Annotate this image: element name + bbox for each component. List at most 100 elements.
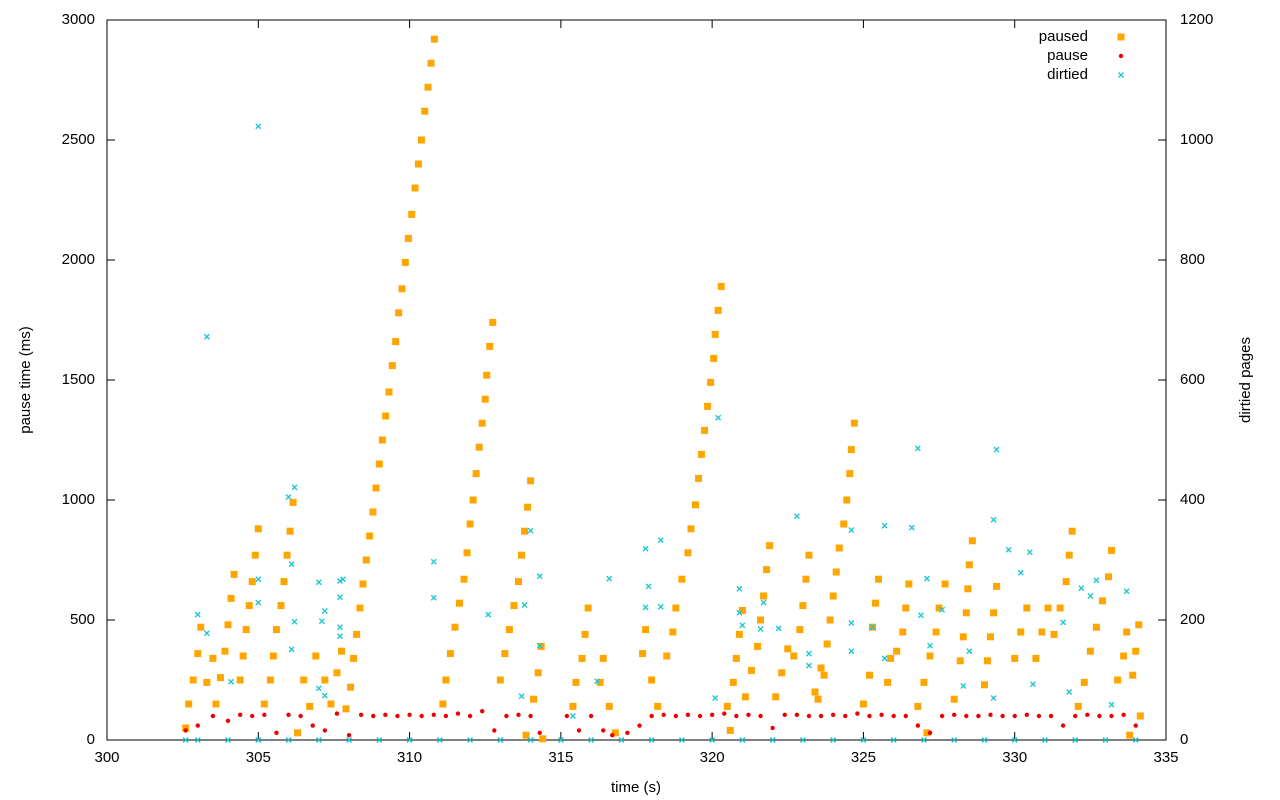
point (905, 580, 913, 588)
legend-label: pause (1047, 47, 1088, 64)
point (277, 602, 285, 610)
point (419, 713, 424, 719)
point (639, 650, 647, 658)
point (228, 678, 235, 685)
point (769, 737, 776, 743)
point (291, 484, 298, 491)
point (605, 702, 613, 710)
point (522, 731, 530, 739)
y-tick-label: 500 (70, 611, 95, 628)
point (251, 551, 259, 559)
x-tick-label: 325 (851, 749, 876, 766)
x-tick-label: 320 (700, 749, 725, 766)
point (648, 737, 655, 743)
point (347, 683, 355, 691)
point (1065, 551, 1073, 559)
point (216, 674, 224, 682)
point (596, 678, 604, 686)
point (599, 654, 607, 662)
point (406, 737, 413, 743)
y2-tick-label: 600 (1180, 371, 1205, 388)
point (817, 664, 825, 672)
point (820, 671, 828, 679)
point (527, 737, 534, 743)
point (369, 508, 377, 516)
point (993, 446, 1000, 453)
point (182, 724, 190, 732)
point (709, 737, 716, 743)
point (923, 729, 931, 737)
point (1073, 713, 1078, 719)
point (576, 728, 582, 733)
point (805, 551, 813, 559)
point (209, 654, 217, 662)
point (469, 496, 477, 504)
point (1085, 712, 1090, 717)
point (966, 648, 973, 655)
point (431, 712, 436, 717)
y2-tick-label: 0 (1180, 731, 1188, 748)
point (501, 650, 509, 658)
point (772, 693, 780, 701)
point (865, 671, 873, 679)
point (255, 576, 262, 583)
legend-marker (1118, 53, 1124, 59)
point (1114, 676, 1122, 684)
point (342, 705, 350, 713)
point (939, 713, 945, 719)
point (829, 592, 837, 600)
point (1036, 713, 1042, 719)
point (1108, 701, 1115, 708)
point (987, 633, 995, 641)
point (951, 737, 958, 743)
point (601, 728, 606, 733)
point (372, 484, 380, 492)
legend-label: dirtied (1047, 66, 1088, 83)
point (408, 210, 416, 218)
point (443, 713, 449, 719)
point (875, 575, 883, 583)
point (736, 585, 743, 592)
point (964, 713, 969, 719)
point (1136, 712, 1144, 720)
point (980, 681, 988, 689)
point (935, 604, 943, 612)
point (796, 626, 804, 634)
point (1108, 546, 1116, 554)
point (312, 652, 320, 660)
point (588, 713, 594, 719)
point (990, 516, 997, 523)
point (758, 713, 763, 719)
point (483, 371, 491, 379)
point (747, 666, 755, 674)
point (1086, 647, 1094, 655)
point (890, 737, 897, 743)
point (285, 494, 292, 500)
point (649, 713, 654, 719)
point (254, 525, 262, 533)
point (1017, 628, 1025, 636)
point (236, 676, 244, 684)
point (1109, 713, 1114, 719)
point (475, 443, 483, 451)
point (581, 630, 589, 638)
point (923, 575, 930, 582)
point (1029, 681, 1036, 688)
point (505, 626, 513, 634)
point (932, 628, 940, 636)
point (260, 700, 268, 708)
point (734, 713, 739, 719)
y2-tick-label: 200 (1180, 611, 1205, 628)
point (1012, 713, 1017, 719)
point (805, 650, 812, 657)
point (446, 650, 454, 658)
point (1041, 737, 1048, 743)
point (950, 695, 958, 703)
point (212, 700, 220, 708)
point (1135, 621, 1143, 629)
legend-marker (1118, 72, 1124, 78)
point (606, 575, 613, 582)
point (872, 599, 880, 607)
point (203, 630, 210, 637)
point (479, 709, 485, 714)
